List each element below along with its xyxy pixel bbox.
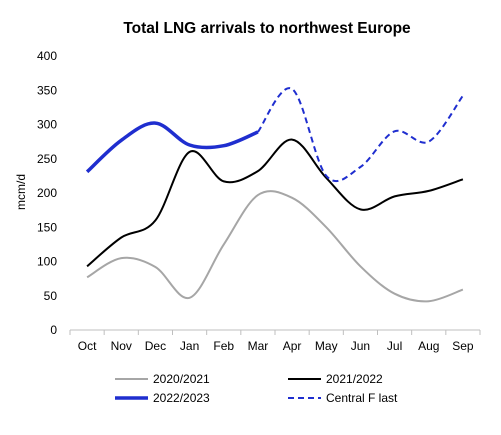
series-line-2021-2022 — [86, 138, 464, 268]
legend-label-central-f-last: Central F last — [326, 391, 398, 405]
y-tick-label: 350 — [37, 83, 57, 97]
x-tick-label: Feb — [213, 339, 234, 353]
x-tick-label: Nov — [111, 339, 132, 353]
legend: 2020/2021 2021/2022 2022/2023 Central F las… — [115, 372, 398, 405]
series-line-central-f-last — [257, 87, 464, 183]
x-tick-label: Jun — [351, 339, 370, 353]
y-tick-label: 400 — [37, 49, 57, 63]
y-tick-label: 250 — [37, 152, 57, 166]
x-tick-label: Dec — [145, 339, 166, 353]
x-tick-label: Mar — [248, 339, 269, 353]
x-tick-label: Sep — [452, 339, 474, 353]
y-tick-label: 200 — [37, 186, 57, 200]
axis-layer: 0 50 100 150 200 250 300 350 400 Oct Nov Dec Jan Feb M… — [37, 49, 481, 353]
series-layer — [85, 87, 464, 303]
legend-label-2021-2022: 2021/2022 — [326, 372, 383, 386]
y-tick-label: 150 — [37, 220, 57, 234]
y-tick-label: 100 — [37, 255, 57, 269]
series-line-2020-2021 — [86, 190, 464, 303]
x-tick-label: Jan — [180, 339, 199, 353]
legend-label-2020-2021: 2020/2021 — [153, 372, 210, 386]
chart-title: Total LNG arrivals to northwest Europe — [123, 20, 411, 37]
y-tick-label: 300 — [37, 118, 57, 132]
x-tick-label: Apr — [283, 339, 302, 353]
y-tick-label: 0 — [50, 323, 57, 337]
y-tick-label: 50 — [44, 289, 58, 303]
y-axis-label: mcm/d — [14, 174, 28, 210]
x-tick-label: Oct — [78, 339, 97, 353]
x-tick-label: Aug — [418, 339, 439, 353]
series-line-2022-2023 — [85, 121, 259, 174]
x-tick-label: May — [315, 339, 338, 353]
x-tick-label: Jul — [387, 339, 402, 353]
legend-label-2022-2023: 2022/2023 — [153, 391, 210, 405]
